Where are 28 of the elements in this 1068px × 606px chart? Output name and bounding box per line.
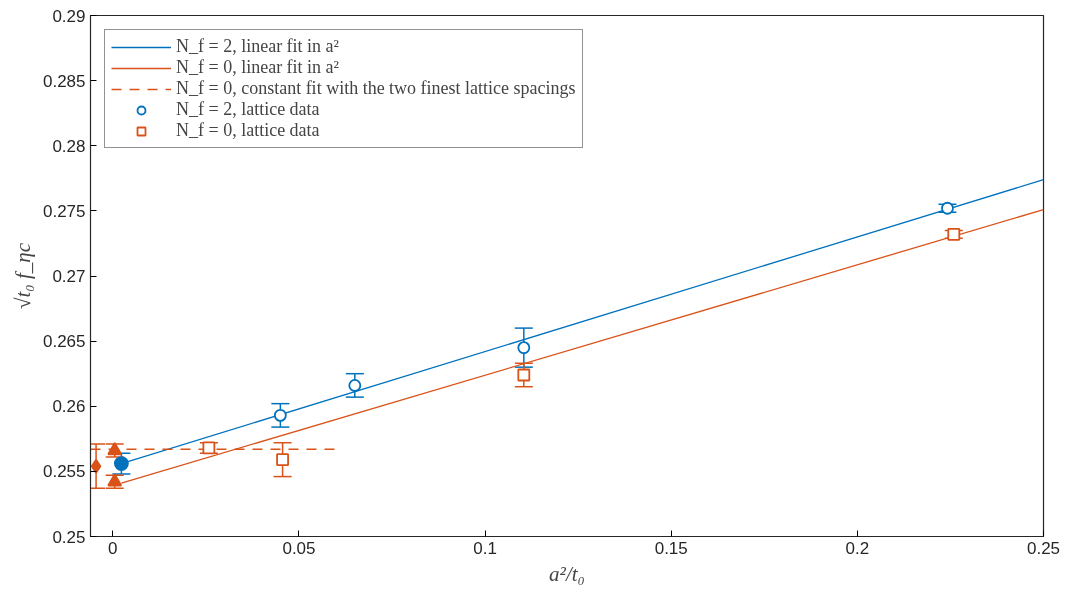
x-tick-label: 0.05 xyxy=(282,538,316,558)
y-tick-label: 0.285 xyxy=(42,71,86,91)
point xyxy=(90,458,102,474)
point xyxy=(517,368,531,382)
point xyxy=(273,408,287,422)
x-axis-title: a²/t₀ xyxy=(549,561,585,586)
y-axis-title: √t₀ f_ηc xyxy=(10,242,35,309)
x-tick-label: 0.2 xyxy=(845,538,870,558)
legend-label: N_f = 0, lattice data xyxy=(176,120,320,141)
y-tick-label: 0.26 xyxy=(52,397,86,417)
y-tick-label: 0.28 xyxy=(52,136,86,156)
y-tick-label: 0.29 xyxy=(52,6,86,26)
y-tick-label: 0.275 xyxy=(42,201,86,221)
point xyxy=(348,379,362,392)
y-tick-label: 0.255 xyxy=(42,462,86,482)
legend-label: N_f = 2, linear fit in a² xyxy=(176,36,340,57)
x-tick-label: 0.25 xyxy=(1026,538,1061,558)
legend-label: N_f = 0, linear fit in a² xyxy=(176,57,340,78)
point xyxy=(276,453,289,467)
x-tick-label: 0.15 xyxy=(654,538,688,558)
point xyxy=(941,201,954,215)
x-tick-label: 0.1 xyxy=(473,538,497,558)
legend-label: N_f = 2, lattice data xyxy=(176,99,320,120)
y-tick-label: 0.27 xyxy=(52,267,86,286)
y-tick-label: 0.265 xyxy=(42,332,86,352)
point xyxy=(517,341,531,355)
legend-label: N_f = 0, constant fit with the two finest lattice spacings xyxy=(176,78,576,99)
x-tick-label: 0 xyxy=(108,538,118,558)
